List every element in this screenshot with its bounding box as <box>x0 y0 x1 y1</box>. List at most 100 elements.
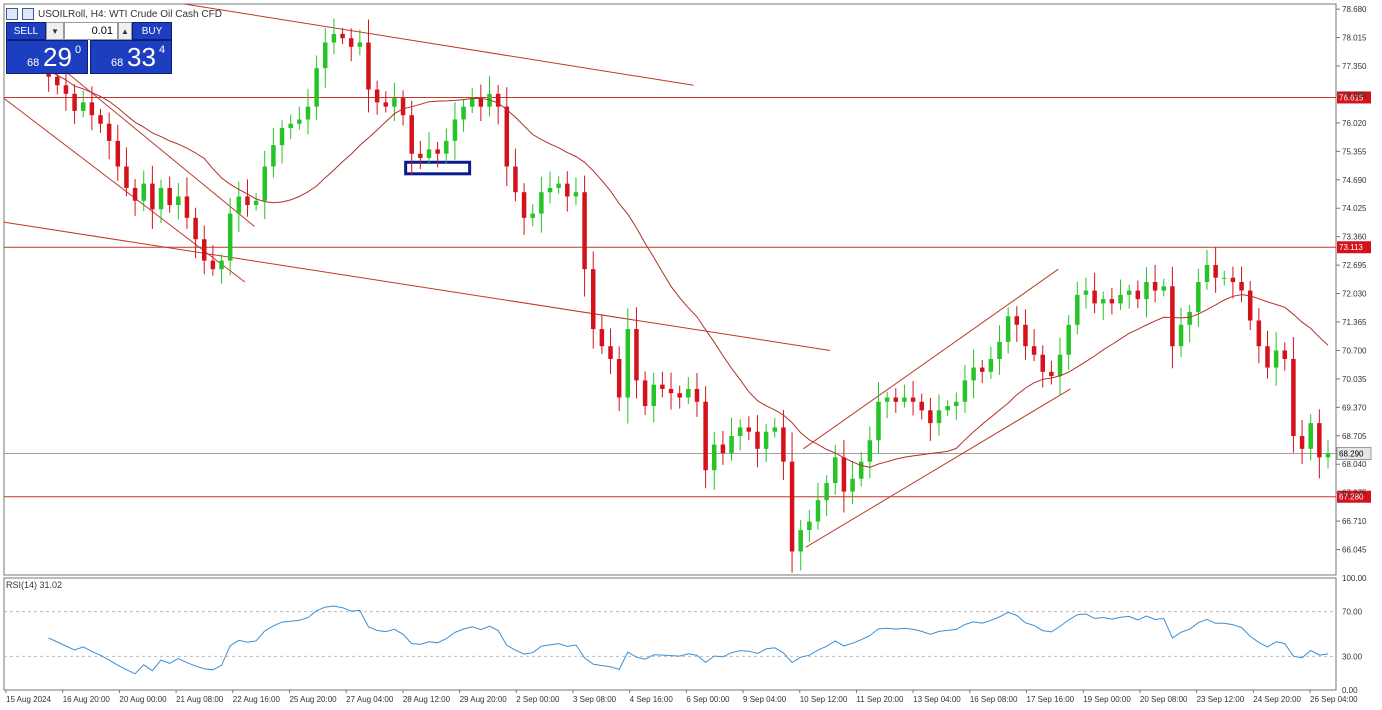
bear-candle <box>348 38 354 47</box>
bull-candle <box>323 42 328 69</box>
bull-candle <box>807 521 812 531</box>
time-tick-label: 4 Sep 16:00 <box>630 695 674 704</box>
rsi-plot-border <box>3 577 1337 691</box>
bull-candle <box>1057 354 1063 377</box>
rsi-tick-label: 30.00 <box>1342 652 1363 661</box>
bear-candle <box>184 196 190 218</box>
price-tick-label: 78.015 <box>1342 34 1367 43</box>
price-axis: 78.680 78.015 77.350 76.685 76.020 75.355 74.6… <box>1336 5 1367 555</box>
bull-candle <box>331 33 337 43</box>
bear-candle <box>841 457 847 492</box>
bull-candle <box>219 260 224 270</box>
bear-candle <box>746 427 752 432</box>
price-tick-label: 70.700 <box>1342 346 1367 355</box>
bull-candle <box>452 119 458 141</box>
rsi-line <box>48 605 1329 675</box>
bull-candle <box>651 384 656 407</box>
bear-candle <box>1230 277 1236 283</box>
time-tick-label: 16 Sep 08:00 <box>970 695 1018 704</box>
bull-candle <box>461 106 466 120</box>
rsi-tick-label: 100.00 <box>1342 574 1367 583</box>
bear-candle <box>660 384 665 389</box>
rsi-label: RSI(14) 31.02 <box>6 580 63 590</box>
bear-candle <box>1299 435 1305 449</box>
bear-candle <box>1014 316 1020 325</box>
buy-price-button[interactable]: 68 33 4 <box>90 40 172 74</box>
bull-candle <box>954 401 959 407</box>
bear-candle <box>98 115 103 124</box>
bear-candle <box>495 93 501 107</box>
bear-candle <box>63 85 69 94</box>
bear-candle <box>755 431 760 449</box>
bull-candle <box>1161 286 1167 291</box>
bull-candle <box>253 200 259 206</box>
bear-candle <box>245 196 250 206</box>
chart-window-icon[interactable] <box>6 8 18 20</box>
bull-candle <box>729 435 734 454</box>
bull-candle <box>945 406 950 411</box>
bull-candle <box>236 196 242 214</box>
bear-candle <box>910 397 916 402</box>
price-tick-label: 70.035 <box>1342 375 1367 384</box>
top-descending-trendline <box>184 3 694 86</box>
bull-candle <box>737 427 743 436</box>
one-click-trading-icon[interactable] <box>22 8 34 20</box>
bull-candle <box>772 427 778 432</box>
time-tick-label: 29 Aug 20:00 <box>460 695 508 704</box>
bear-candle <box>210 260 216 270</box>
bear-candle <box>1247 290 1253 321</box>
bull-candle <box>1204 264 1210 283</box>
bull-candle <box>902 397 907 402</box>
bull-candle <box>824 483 829 501</box>
ascending-channel-lower <box>805 388 1071 548</box>
price-tick-label: 67.375 <box>1342 489 1367 498</box>
bull-candle <box>686 388 691 398</box>
bear-candle <box>55 76 60 86</box>
bull-candle <box>469 98 475 107</box>
bear-candle <box>366 42 371 90</box>
bear-candle <box>608 346 613 360</box>
price-tick-label: 68.040 <box>1342 460 1367 469</box>
time-tick-label: 15 Aug 2024 <box>6 695 51 704</box>
current-price-label: 68.290 <box>1339 450 1364 459</box>
chart-title: USOILRoll, H4: WTI Crude Oil Cash CFD <box>38 8 222 20</box>
time-tick-label: 26 Sep 04:00 <box>1310 695 1358 704</box>
price-tick-label: 77.350 <box>1342 62 1367 71</box>
bear-candle <box>106 123 112 141</box>
bear-candle <box>565 183 570 197</box>
bear-candle <box>1265 346 1270 368</box>
bull-candle <box>971 367 976 381</box>
bear-candle <box>1170 286 1175 347</box>
bull-candle <box>815 500 821 522</box>
sell-button[interactable]: SELL <box>6 22 46 40</box>
time-tick-label: 2 Sep 00:00 <box>516 695 560 704</box>
bull-candle <box>314 68 319 107</box>
rsi-panel: 100.00 70.00 30.00 0.00 <box>4 574 1367 695</box>
sell-price-prefix: 68 <box>27 57 40 69</box>
bull-candle <box>997 341 1002 360</box>
bull-candle <box>876 401 881 441</box>
sell-price-button[interactable]: 68 29 0 <box>6 40 88 74</box>
time-tick-label: 3 Sep 08:00 <box>573 695 617 704</box>
bull-candle <box>1196 282 1201 312</box>
bull-candle <box>141 183 146 201</box>
bear-candle <box>340 33 345 39</box>
bear-candle <box>1152 282 1158 291</box>
bull-candle <box>798 530 803 552</box>
bear-candle <box>374 89 380 103</box>
lot-dropdown-icon[interactable]: ▼ <box>46 22 64 40</box>
buy-button[interactable]: BUY <box>132 22 172 40</box>
bull-candle <box>573 192 579 197</box>
bear-candle <box>478 98 484 107</box>
bear-candle <box>919 401 924 411</box>
time-tick-label: 16 Aug 20:00 <box>63 695 111 704</box>
bull-candle <box>625 329 631 398</box>
bear-candle <box>590 269 596 330</box>
time-axis: 15 Aug 2024 16 Aug 20:00 20 Aug 00:00 21 Au… <box>5 690 1358 704</box>
bear-candle <box>504 106 510 167</box>
bear-candle <box>1049 371 1054 377</box>
lot-spinner-icon[interactable]: ▲ <box>118 22 132 40</box>
lot-size-input[interactable]: 0.01 <box>64 22 118 40</box>
bull-candle <box>884 397 890 402</box>
bull-candle <box>712 444 717 471</box>
